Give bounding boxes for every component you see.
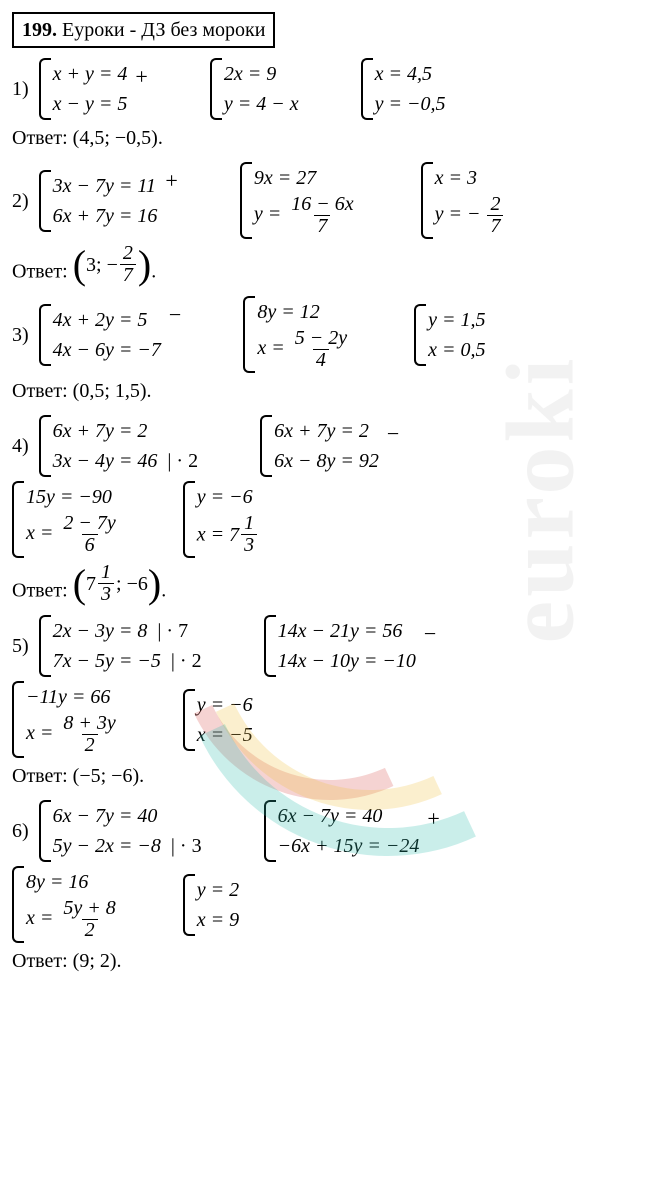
equation-system: y = −6x = 713 — [183, 481, 259, 558]
equation-system: x + y = 4x − y = 5 — [39, 58, 128, 120]
equation-system: 15y = −90x = 2 − 7y6 — [12, 481, 121, 558]
problem-number: 4) — [12, 432, 29, 460]
answer: Ответ: (0,5; 1,5). — [12, 377, 633, 405]
title-number: 199. — [22, 19, 57, 41]
problem: 1)x + y = 4x − y = 5+2x = 9y = 4 − xx = … — [12, 58, 633, 152]
answer: Ответ: (9; 2). — [12, 947, 633, 975]
equation-system: 14x − 21y = 5614x − 10y = −10 — [264, 615, 416, 677]
answer: Ответ: 3; − 27. — [12, 243, 633, 286]
equation-system: 2x = 9y = 4 − x — [210, 58, 299, 120]
equation-system: 4x + 2y = 54x − 6y = −7 — [39, 304, 161, 366]
equation-system: x = 3y = − 27 — [421, 162, 506, 239]
equation-system: 6x + 7y = 26x − 8y = 92 — [260, 415, 379, 477]
problem-number: 1) — [12, 75, 29, 103]
equation-system: 6x − 7y = 405y − 2x = −8| · 3 — [39, 800, 202, 862]
problem-number: 6) — [12, 817, 29, 845]
problem: 6) 6x − 7y = 405y − 2x = −8| · 3 6x − 7y =… — [12, 800, 633, 975]
problem: 4) 6x + 7y = 23x − 4y = 46| · 2 6x + 7y = … — [12, 415, 633, 605]
problem-number: 3) — [12, 321, 29, 349]
problem-number: 2) — [12, 187, 29, 215]
equation-system: 6x − 7y = 40−6x + 15y = −24 — [264, 800, 420, 862]
title-text: Еуроки - ДЗ без мороки — [62, 19, 265, 41]
equation-system: 8y = 16x = 5y + 82 — [12, 866, 121, 943]
answer: Ответ: (4,5; −0,5). — [12, 124, 633, 152]
title-box: 199. Еуроки - ДЗ без мороки — [12, 12, 275, 48]
equation-system: y = 2x = 9 — [183, 874, 239, 936]
equation-system: 8y = 12x = 5 − 2y4 — [243, 296, 352, 373]
equation-system: x = 4,5y = −0,5 — [361, 58, 446, 120]
problem: 3)4x + 2y = 54x − 6y = −7−8y = 12x = 5 −… — [12, 296, 633, 405]
equation-system: y = −6x = −5 — [183, 689, 253, 751]
equation-system: 9x = 27y = 16 − 6x7 — [240, 162, 359, 239]
equation-system: 6x + 7y = 23x − 4y = 46| · 2 — [39, 415, 198, 477]
equation-system: −11y = 66x = 8 + 3y2 — [12, 681, 121, 758]
problem: 2)3x − 7y = 116x + 7y = 16+9x = 27y = 16… — [12, 162, 633, 286]
equation-system: 3x − 7y = 116x + 7y = 16 — [39, 170, 158, 232]
problem-number: 5) — [12, 632, 29, 660]
answer: Ответ: (−5; −6). — [12, 762, 633, 790]
equation-system: 2x − 3y = 8| · 77x − 5y = −5| · 2 — [39, 615, 202, 677]
problem: 5) 2x − 3y = 8| · 77x − 5y = −5| · 2 14x −… — [12, 615, 633, 790]
answer: Ответ: 713; −6. — [12, 562, 633, 605]
content: 1)x + y = 4x − y = 5+2x = 9y = 4 − xx = … — [12, 58, 633, 975]
equation-system: y = 1,5x = 0,5 — [414, 304, 485, 366]
